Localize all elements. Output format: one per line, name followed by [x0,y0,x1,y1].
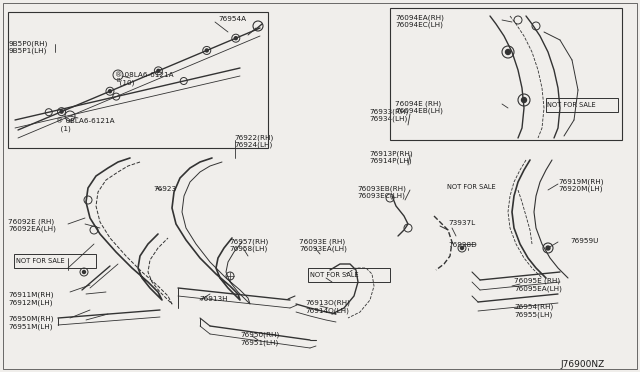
Text: 76933(RH)
76934(LH): 76933(RH) 76934(LH) [369,108,408,122]
Bar [14,254,96,268]
Bar [390,8,622,140]
Text: 76094EA(RH)
76094EC(LH): 76094EA(RH) 76094EC(LH) [395,14,444,28]
Text: 76954(RH)
76955(LH): 76954(RH) 76955(LH) [514,304,553,318]
Text: NOT FOR SALE: NOT FOR SALE [447,184,495,190]
Text: ® 08LA6-6121A
  (10): ® 08LA6-6121A (10) [115,72,173,86]
Text: 76919M(RH)
76920M(LH): 76919M(RH) 76920M(LH) [558,178,604,192]
Text: 76095E (RH)
76095EA(LH): 76095E (RH) 76095EA(LH) [514,278,562,292]
Text: 76928D: 76928D [448,242,477,248]
Text: NOT FOR SALE: NOT FOR SALE [547,102,596,108]
Text: NOT FOR SALE: NOT FOR SALE [310,272,358,278]
Text: J76900NZ: J76900NZ [560,360,604,369]
Circle shape [157,69,160,72]
Text: 76923: 76923 [153,186,176,192]
Text: 76950(RH)
76951(LH): 76950(RH) 76951(LH) [240,332,279,346]
Text: 76913P(RH)
76914P(LH): 76913P(RH) 76914P(LH) [369,150,413,164]
Text: 76957(RH)
76958(LH): 76957(RH) 76958(LH) [229,238,268,252]
Circle shape [546,246,550,250]
Text: 76911M(RH)
76912M(LH): 76911M(RH) 76912M(LH) [8,292,54,306]
Bar [546,98,618,112]
Text: 76092E (RH)
76092EA(LH): 76092E (RH) 76092EA(LH) [8,218,56,232]
Text: 76093E (RH)
76093EA(LH): 76093E (RH) 76093EA(LH) [299,238,347,252]
Text: NOT FOR SALE: NOT FOR SALE [16,258,65,264]
Text: 73937L: 73937L [448,220,475,226]
Text: 9B5P0(RH)
9B5P1(LH): 9B5P0(RH) 9B5P1(LH) [8,40,47,54]
Circle shape [506,49,511,55]
Text: B: B [116,78,120,83]
Circle shape [108,90,111,93]
Circle shape [205,49,208,52]
Circle shape [234,37,237,40]
Circle shape [461,247,463,250]
Text: 76913H: 76913H [199,296,228,302]
Bar [308,268,390,282]
Circle shape [83,270,86,273]
Text: 76922(RH)
76924(LH): 76922(RH) 76924(LH) [234,134,273,148]
Text: 76093EB(RH)
76093EC(LH): 76093EB(RH) 76093EC(LH) [357,185,406,199]
Circle shape [522,97,527,103]
Text: 76950M(RH)
76951M(LH): 76950M(RH) 76951M(LH) [8,316,54,330]
Text: 76913O(RH)
76914O(LH): 76913O(RH) 76914O(LH) [305,300,350,314]
Text: 76959U: 76959U [570,238,598,244]
Bar [8,12,268,148]
Text: B: B [68,119,72,124]
Text: 76094E (RH)
76094EB(LH): 76094E (RH) 76094EB(LH) [395,100,443,114]
Circle shape [60,110,63,113]
Text: ® 08LA6-6121A
  (1): ® 08LA6-6121A (1) [56,118,115,131]
Text: 76954A: 76954A [218,16,246,22]
